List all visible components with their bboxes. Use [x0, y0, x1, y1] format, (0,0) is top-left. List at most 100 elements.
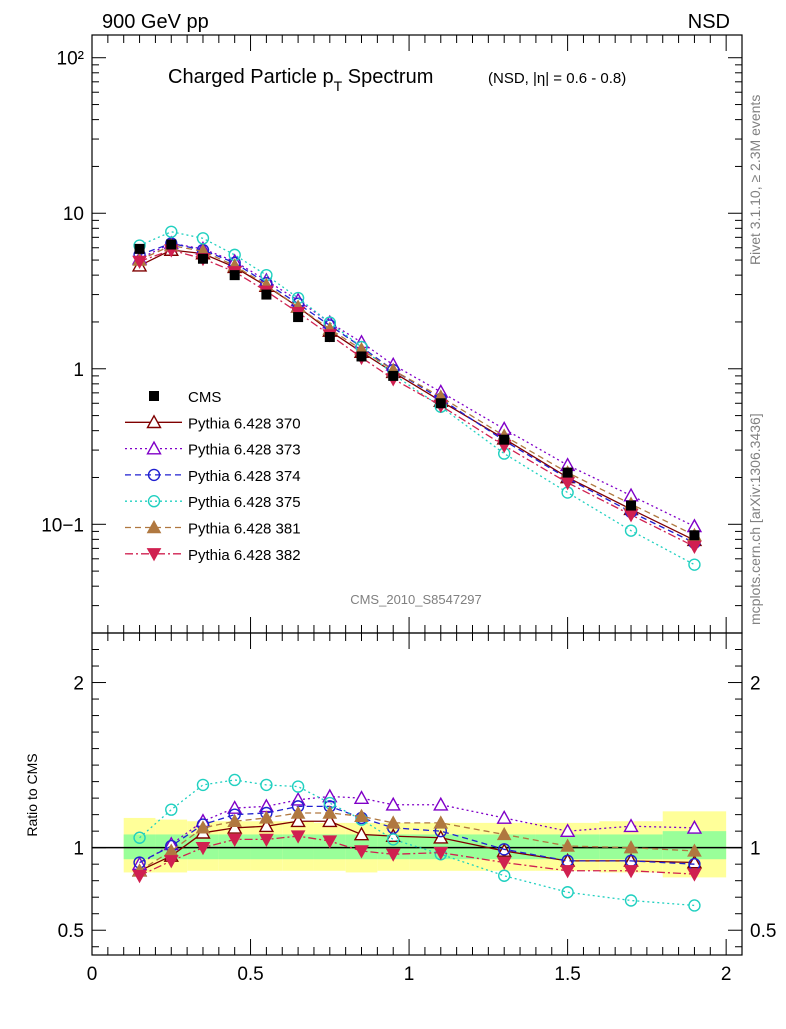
- main-series: [131, 225, 703, 571]
- ratio-series-4-point: [433, 815, 449, 829]
- ratio-series-0-point: [322, 813, 338, 828]
- chart-title-qualifier: (NSD, |η| = 0.6 - 0.8): [488, 70, 626, 87]
- series-5-point: [132, 255, 147, 269]
- ratio-series-0-point: [353, 826, 370, 841]
- ratio-series-4-point: [227, 813, 243, 827]
- x-tick-label: 1.5: [554, 964, 580, 985]
- ratio-series-2-point: [497, 843, 511, 856]
- legend-label-4: Pythia 6.428 381: [188, 521, 301, 538]
- ratio-series-3-point: [196, 778, 210, 792]
- ratio-series-1-point: [385, 796, 401, 811]
- ratio-series-3-point: [228, 773, 241, 787]
- ratio-series-5-point: [385, 848, 401, 862]
- ratio-series-1-point: [496, 810, 512, 824]
- ratio-series-4-point: [322, 805, 338, 819]
- legend-marker-2: [147, 468, 161, 482]
- ratio-y-tick-label-right: 0.5: [750, 921, 776, 942]
- legend-label-3: Pythia 6.428 375: [188, 494, 301, 511]
- legend-label-1: Pythia 6.428 373: [188, 442, 301, 459]
- ratio-axes: 0.5 0.5 1 1 2 2 0 0.5 1 1.5 2: [58, 649, 776, 985]
- ratio-series-1-point: [623, 818, 639, 833]
- y-tick-label: 10²: [57, 49, 84, 70]
- ratio-series-5-point: [290, 830, 306, 844]
- ratio-series-1-point: [686, 819, 703, 834]
- ratio-bands: [92, 811, 742, 878]
- cms-data-point: [197, 253, 208, 264]
- ratio-y-tick-label: 0.5: [58, 921, 84, 942]
- cms-data-point: [689, 530, 700, 541]
- ratio-series-3-point: [133, 831, 146, 844]
- ratio-series-3-point: [624, 894, 638, 907]
- legend-marker-5: [146, 548, 162, 562]
- series-5-point: [687, 540, 702, 555]
- cms-data-point: [324, 332, 335, 343]
- series-5-line: [139, 249, 695, 548]
- ratio-y-tick-label-right: 2: [750, 674, 761, 695]
- series-5-point: [560, 477, 575, 491]
- title-subscript: T: [334, 78, 343, 94]
- ratio-series-4-point: [195, 820, 211, 834]
- ratio-series-5-point: [132, 870, 147, 884]
- x-tick-label: 0: [87, 964, 98, 985]
- ratio-series-5-point: [195, 841, 211, 856]
- x-tick-label: 1: [404, 964, 415, 985]
- ratio-series-0-point: [290, 813, 306, 828]
- x-tick-label: 2: [721, 964, 732, 985]
- main-axes: 10−1 1 10 10²: [41, 35, 742, 955]
- y-tick-label: 10: [63, 204, 84, 225]
- frames: [91, 34, 743, 956]
- y-tick-label: 1: [73, 360, 84, 381]
- cms-data-point: [388, 370, 399, 381]
- legend-marker-0: [146, 414, 162, 429]
- analysis-id: CMS_2010_S8547297: [350, 592, 482, 607]
- header-left: 900 GeV pp: [102, 11, 209, 33]
- ratio-series-5-point: [163, 855, 179, 869]
- ratio-series-5-line: [139, 835, 695, 877]
- inner-band: [123, 834, 156, 860]
- series-3-point: [624, 524, 638, 537]
- ratio-series-4-point: [496, 826, 512, 841]
- ratio-axis-label: Ratio to CMS: [24, 753, 40, 836]
- ratio-series-4-point: [259, 810, 274, 824]
- ratio-series-4-point: [290, 805, 306, 819]
- legend: CMS Pythia 6.428 370 Pythia 6.428 373 Pythi…: [125, 389, 301, 564]
- ratio-series-5-point: [687, 868, 702, 882]
- ratio-y-tick-label-right: 1: [750, 839, 761, 860]
- ratio-series-4-point: [623, 840, 639, 854]
- y-tick-label: 10−1: [41, 515, 84, 536]
- legend-marker-1: [146, 440, 162, 455]
- ratio-series-4-point: [354, 808, 369, 822]
- legend-cms-marker: [149, 391, 159, 401]
- series-3-point: [688, 558, 701, 571]
- ratio-series-5-point: [259, 833, 274, 847]
- ratio-series-0-point: [686, 854, 703, 869]
- ratio-series-3-point: [260, 778, 273, 792]
- ratio-series-1-point: [353, 790, 370, 805]
- ratio-series-5-point: [560, 865, 575, 879]
- ratio-series-3-point: [497, 869, 511, 882]
- ratio-series-3-point: [291, 780, 305, 793]
- header-right: NSD: [688, 11, 730, 33]
- series-3-point: [165, 225, 178, 238]
- ratio-y-tick-label: 2: [73, 674, 84, 695]
- ratio-series-3-point: [688, 899, 701, 912]
- cms-data-point: [261, 289, 272, 300]
- x-tick-label: 0.5: [237, 964, 263, 985]
- title-main-a: Charged Particle p: [168, 66, 334, 88]
- cms-data-point: [562, 467, 573, 478]
- ratio-series-5-point: [496, 856, 512, 871]
- ratio-series-3-point: [561, 886, 574, 899]
- title-main-b: Spectrum: [342, 66, 433, 88]
- ratio-series-0-point: [258, 818, 275, 833]
- cms-data-point: [229, 270, 240, 281]
- ratio-series-1-point: [433, 796, 449, 811]
- legend-cms-label: CMS: [188, 389, 221, 406]
- ratio-series: [131, 773, 703, 912]
- cms-data-point: [499, 434, 510, 445]
- ratio-series-5-point: [433, 846, 449, 861]
- cms-data-point: [166, 239, 177, 250]
- legend-marker-3: [147, 495, 161, 508]
- ratio-series-5-point: [623, 865, 639, 879]
- ratio-y-tick-label: 1: [73, 839, 84, 860]
